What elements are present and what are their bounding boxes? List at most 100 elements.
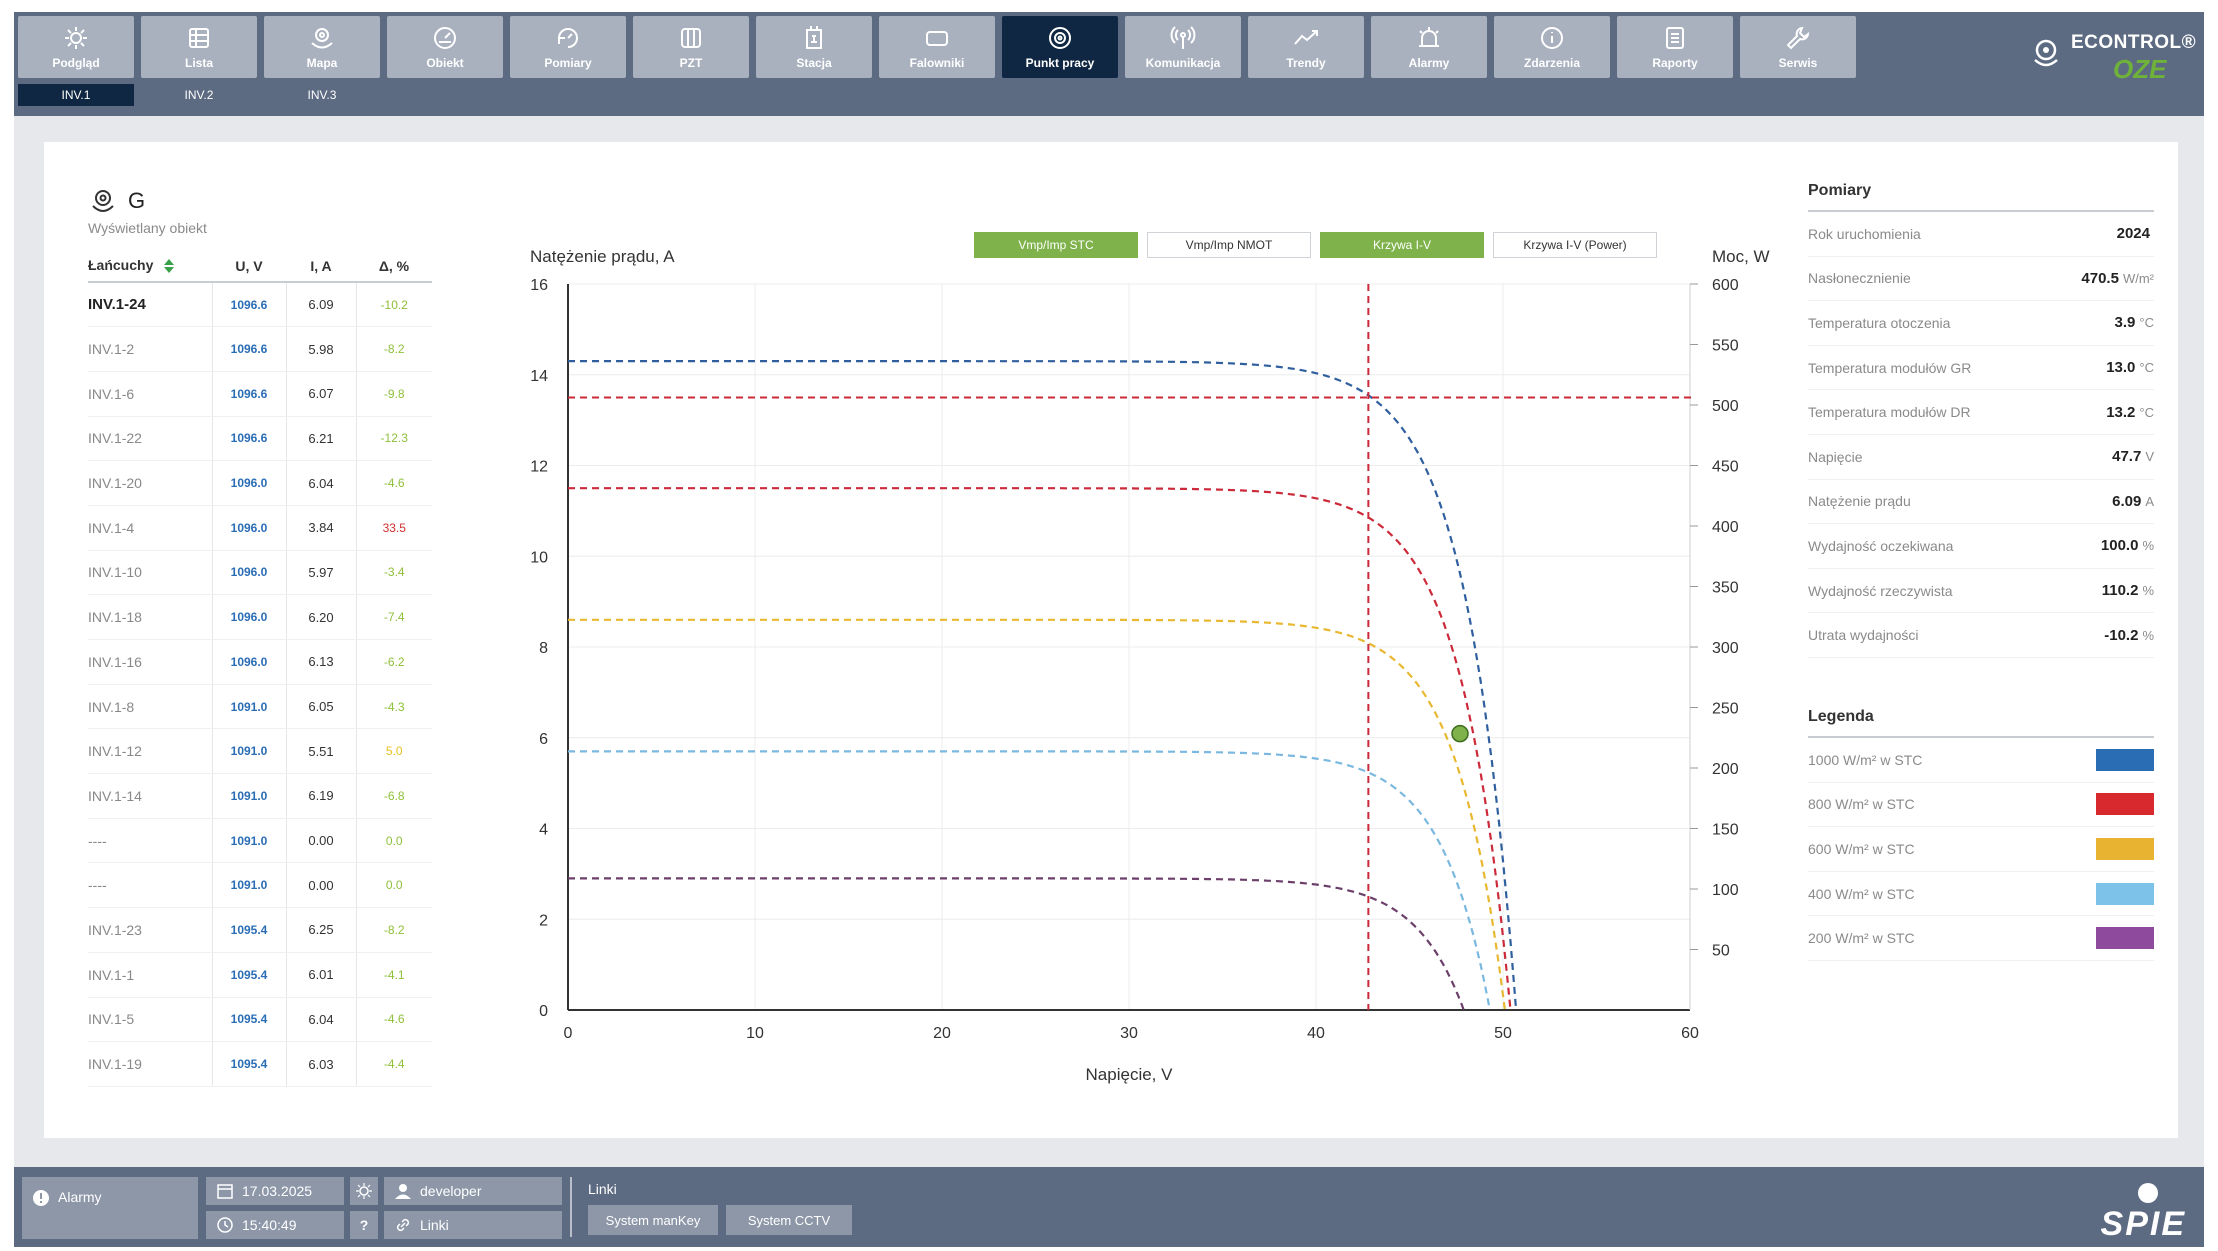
string-delta: -12.3 [355,416,432,462]
table-row[interactable]: INV.1-5 1095.4 6.04 -4.6 [88,997,432,1043]
measurement-value: -10.2 [2104,626,2139,644]
measurement-label: Temperatura otoczenia [1808,314,1951,331]
chart-toggle-2[interactable]: Krzywa I-V [1320,232,1484,258]
alarms-button[interactable]: Alarmy [22,1177,198,1239]
nav-info[interactable]: Zdarzenia [1494,16,1610,78]
link-system-cctv[interactable]: System CCTV [726,1205,852,1235]
string-delta: 0.0 [355,862,432,909]
nav-refresh-gauge[interactable]: Pomiary [510,16,626,78]
measurement-label: Wydajność oczekiwana [1808,537,1954,554]
station-icon [806,26,822,49]
table-row[interactable]: INV.1-19 1095.4 6.03 -4.4 [88,1041,432,1087]
nav-station[interactable]: Stacja [756,16,872,78]
string-name: INV.1-14 [88,773,212,819]
table-row[interactable]: INV.1-16 1096.0 6.13 -6.2 [88,639,432,685]
string-name: INV.1-4 [88,505,212,551]
links-menu-button[interactable]: Linki [384,1211,562,1239]
y-tick-label: 14 [530,368,548,385]
nav-report[interactable]: Raporty [1617,16,1733,78]
string-name: INV.1-8 [88,684,212,730]
subtab-inv-2[interactable]: INV.2 [184,88,214,102]
nav-target[interactable]: Punkt pracy [1002,16,1118,78]
measurement-unit: % [2142,583,2154,599]
help-button[interactable]: ? [350,1211,378,1239]
nav-inverter[interactable]: Falowniki [879,16,995,78]
nav-trend[interactable]: Trendy [1248,16,1364,78]
report-icon [1666,27,1684,49]
chart-toggle-0[interactable]: Vmp/Imp STC [974,232,1138,258]
string-name: INV.1-23 [88,907,212,953]
table-row[interactable]: INV.1-14 1091.0 6.19 -6.8 [88,773,432,819]
nav-list[interactable]: Lista [141,16,257,78]
operating-point-marker [1451,724,1469,743]
string-current: 6.13 [285,639,356,685]
string-delta: -10.2 [355,282,432,328]
link-system-mankey[interactable]: System manKey [588,1205,718,1235]
alarm-icon [1419,27,1439,47]
string-current: 6.20 [285,594,356,640]
col-header-strings[interactable]: Łańcuchy [88,250,212,283]
nav-label: Stacja [796,56,832,70]
table-row[interactable]: INV.1-6 1096.6 6.07 -9.8 [88,371,432,417]
table-row[interactable]: INV.1-2 1096.6 5.98 -8.2 [88,326,432,372]
table-row[interactable]: ---- 1091.0 0.00 0.0 [88,818,432,864]
nav-alarm[interactable]: Alarmy [1371,16,1487,78]
nav-label: Falowniki [909,56,965,70]
nav-sun[interactable]: Podgląd [18,16,134,78]
sun-icon [65,27,87,49]
brand-logo: ECONTROL® OZE [2029,26,2196,86]
string-name: INV.1-10 [88,550,212,596]
table-row[interactable]: INV.1-8 1091.0 6.05 -4.3 [88,684,432,730]
date-display: 17.03.2025 [206,1177,344,1205]
iv-curve-1000 [568,360,1518,1011]
y-tick-label: 16 [530,277,548,294]
sort-icon[interactable] [163,258,175,274]
subtab-inv-3[interactable]: INV.3 [307,88,337,102]
nav-wrench[interactable]: Serwis [1740,16,1856,78]
table-row[interactable]: INV.1-23 1095.4 6.25 -8.2 [88,907,432,953]
columns-icon [681,28,701,48]
y-tick-label: 0 [539,1003,548,1020]
table-row[interactable]: INV.1-1 1095.4 6.01 -4.1 [88,952,432,998]
legend-label: 600 W/m² w STC [1808,840,1915,857]
nav-antenna[interactable]: Komunikacja [1125,16,1241,78]
table-row[interactable]: INV.1-18 1096.0 6.20 -7.4 [88,594,432,640]
measurement-label: Napięcie [1808,448,1863,465]
col-header-voltage[interactable]: U, V [212,250,286,283]
chart-toggle-1[interactable]: Vmp/Imp NMOT [1147,232,1311,258]
string-current: 5.51 [285,728,356,775]
y-tick-label: 6 [539,731,548,748]
nav-label: PZT [679,56,703,70]
subtab-inv-1[interactable]: INV.1 [18,84,134,106]
table-row[interactable]: INV.1-12 1091.0 5.51 5.0 [88,728,432,775]
legend-label: 400 W/m² w STC [1808,885,1915,902]
brightness-button[interactable] [350,1177,378,1205]
table-row[interactable]: ---- 1091.0 0.00 0.0 [88,862,432,909]
nav-gauge[interactable]: Obiekt [387,16,503,78]
nav-label: Obiekt [426,56,464,70]
table-row[interactable]: INV.1-20 1096.0 6.04 -4.6 [88,460,432,506]
measurements-panel: Pomiary Rok uruchomienia 2024 Nasłoneczni… [1808,182,2154,961]
nav-label: Lista [184,56,213,70]
nav-label: Komunikacja [1145,56,1221,70]
table-row[interactable]: INV.1-24 1096.6 6.09 -10.2 [88,282,432,328]
measurement-unit: °C [2139,360,2154,376]
nav-columns[interactable]: PZT [633,16,749,78]
measurement-row: Nasłonecznienie 470.5 W/m² [1808,257,2154,302]
measurement-unit: V [2145,449,2154,465]
string-voltage: 1096.0 [211,460,286,506]
user-button[interactable]: developer [384,1177,562,1205]
chart-toggle-3[interactable]: Krzywa I-V (Power) [1493,232,1657,258]
string-delta: -4.6 [355,997,432,1043]
col-header-delta[interactable]: Δ, % [356,250,432,283]
table-row[interactable]: INV.1-10 1096.0 5.97 -3.4 [88,550,432,596]
table-row[interactable]: INV.1-4 1096.0 3.84 33.5 [88,505,432,551]
main-nav: Podgląd Lista Mapa Obiekt Pomiary PZT St… [18,16,1856,78]
antenna-icon [1170,26,1196,49]
col-header-current[interactable]: I, A [286,250,356,283]
nav-map-pin[interactable]: Mapa [264,16,380,78]
links-menu-label: Linki [420,1217,449,1233]
string-voltage: 1096.6 [211,416,286,462]
string-current: 6.04 [285,997,356,1043]
table-row[interactable]: INV.1-22 1096.6 6.21 -12.3 [88,416,432,462]
